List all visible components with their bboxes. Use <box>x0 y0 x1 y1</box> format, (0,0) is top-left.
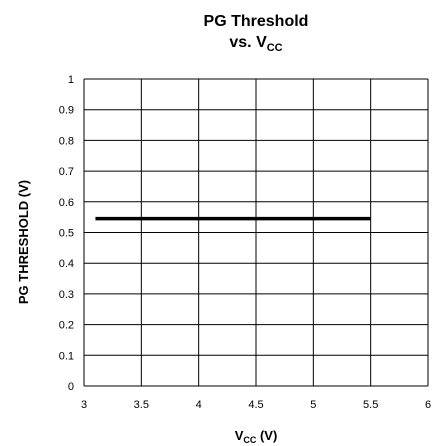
x-tick-label: 4 <box>196 399 202 411</box>
x-tick-labels: 3 3.5 4 4.5 5 5.5 6 <box>81 399 431 411</box>
x-tick-label: 3.5 <box>134 399 149 411</box>
y-tick-label: 0.1 <box>59 350 74 362</box>
grid <box>83 78 429 387</box>
x-tick-label: 6 <box>425 399 431 411</box>
y-tick-label: 0.6 <box>59 197 74 209</box>
y-tick-label: 0.4 <box>59 258 74 270</box>
chart-title-line2-sub: CC <box>267 42 283 54</box>
y-axis-label: PG THRESHOLD (V) <box>16 180 31 304</box>
x-tick-label: 5 <box>310 399 316 411</box>
x-axis-label: VCC (V) <box>235 428 278 445</box>
chart-title-line1: PG Threshold <box>204 13 309 30</box>
x-tick-label: 4.5 <box>248 399 263 411</box>
y-tick-label: 0.2 <box>59 320 74 332</box>
y-tick-label: 0.9 <box>59 105 74 117</box>
y-tick-labels: 0 0.1 0.2 0.3 0.4 0.5 0.6 0.7 0.8 0.9 1 <box>59 74 74 393</box>
chart-title-line2: vs. VCC <box>229 34 282 54</box>
x-axis-label-suffix: (V) <box>256 428 277 443</box>
y-tick-label: 0.7 <box>59 166 74 178</box>
y-tick-label: 0.5 <box>59 228 74 240</box>
x-tick-label: 3 <box>81 399 87 411</box>
y-tick-label: 0.8 <box>59 135 74 147</box>
x-tick-label: 5.5 <box>363 399 378 411</box>
y-tick-label: 1 <box>68 74 74 86</box>
x-axis-label-prefix: V <box>235 428 244 443</box>
chart-title-line2-prefix: vs. V <box>229 34 267 51</box>
y-tick-label: 0 <box>68 381 74 393</box>
x-axis-label-sub: CC <box>243 435 256 445</box>
y-tick-label: 0.3 <box>59 289 74 301</box>
